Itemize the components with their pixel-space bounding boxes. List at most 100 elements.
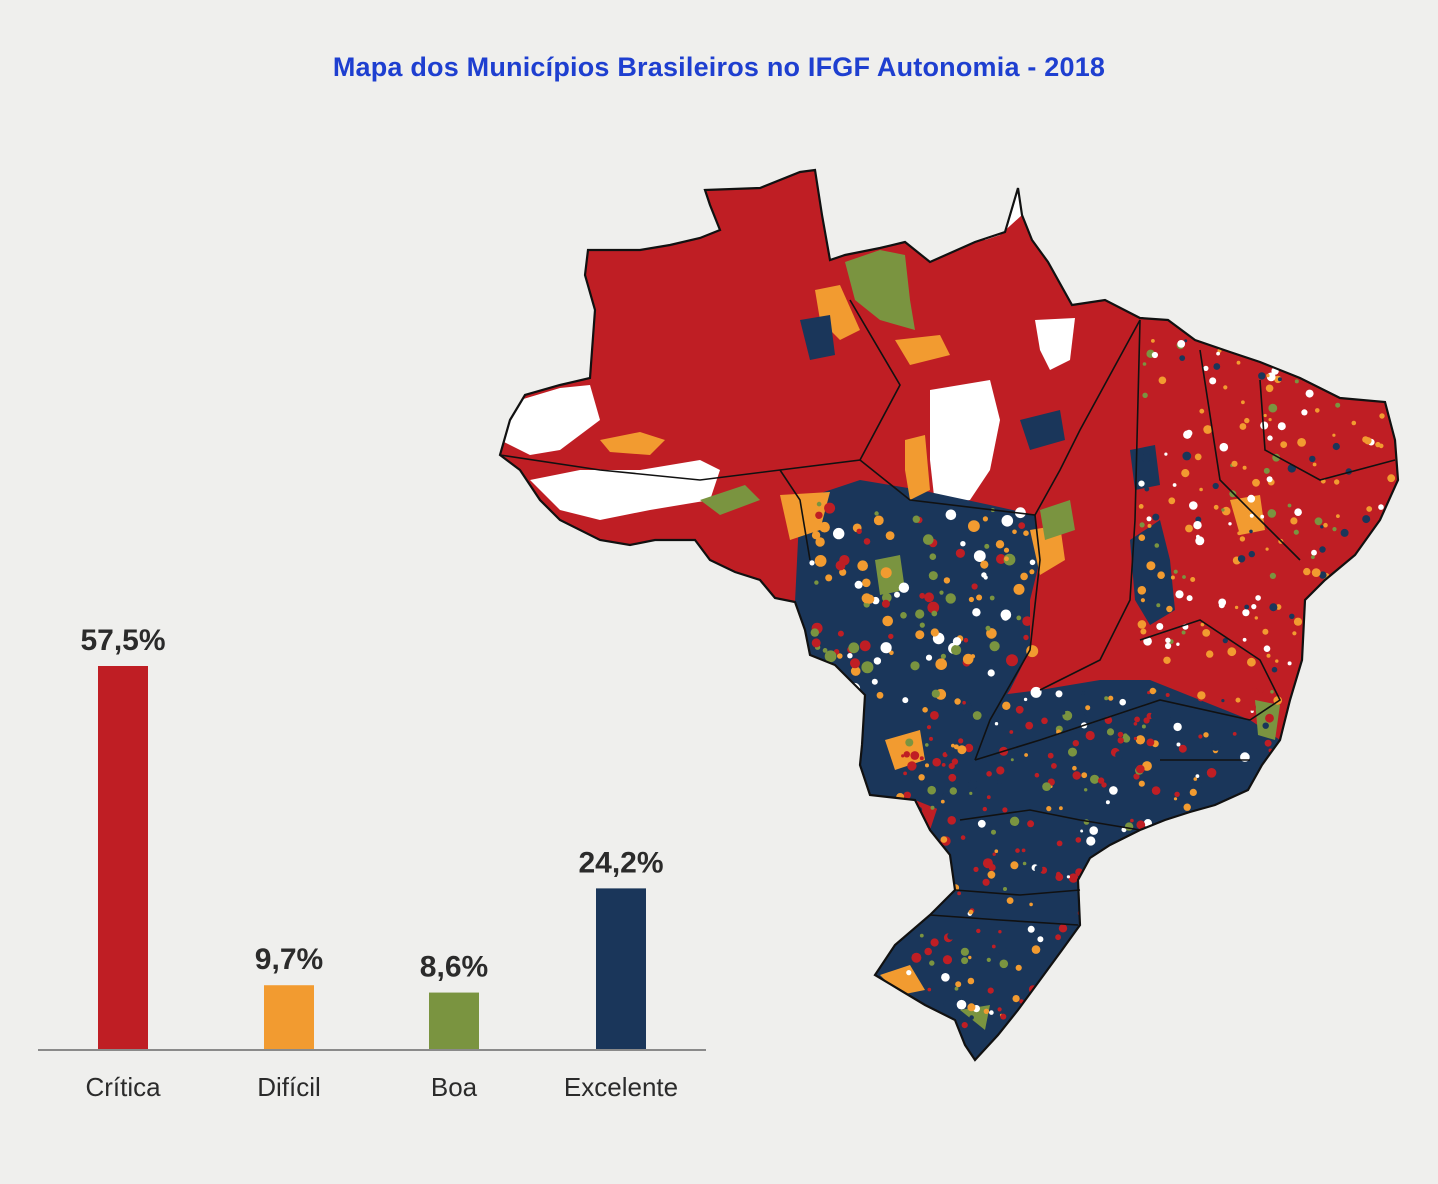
municipality-dot [1133,736,1137,741]
municipality-dot [1170,904,1175,910]
municipality-dot [1142,1007,1147,1012]
municipality-dot [1267,785,1272,789]
municipality-dot [1320,525,1324,529]
municipality-dot [989,595,995,601]
municipality-dot [1037,936,1044,943]
municipality-dot [1186,595,1193,602]
municipality-dot [811,638,821,648]
municipality-dot [1232,732,1237,736]
bar-value-label: 9,7% [255,943,323,976]
municipality-dot [1174,791,1180,797]
municipality-dot [998,930,1002,934]
municipality-dot [1079,952,1085,959]
municipality-dot [1268,403,1278,413]
municipality-dot [962,700,966,705]
municipality-dot [1165,637,1171,643]
municipality-dot [977,819,986,828]
municipality-dot [1151,351,1158,359]
municipality-dot [889,650,894,656]
municipality-dot [942,955,953,965]
municipality-dot [1143,637,1152,646]
municipality-dot [1268,1022,1274,1027]
municipality-dot [982,858,993,869]
municipality-dot [1309,455,1316,463]
municipality-dot [1247,822,1256,832]
municipality-dot [1243,944,1248,949]
municipality-dot [961,957,969,965]
municipality-dot [1262,894,1269,900]
municipality-dot [905,849,915,859]
municipality-dot [1269,798,1280,808]
municipality-dot [1271,666,1278,673]
municipality-dot [1068,873,1079,883]
municipality-dot [1002,701,1011,710]
municipality-dot [1084,878,1089,883]
municipality-dot [1263,467,1270,474]
municipality-dot [1123,733,1128,739]
municipality-dot [1157,571,1165,579]
municipality-dot [1239,423,1247,430]
map-nodata-area [530,460,720,520]
municipality-dot [1375,441,1381,448]
municipality-dot [1069,903,1078,912]
municipality-dot [912,515,920,523]
municipality-dot [1168,836,1174,841]
municipality-dot [1211,952,1215,957]
municipality-dot [1015,705,1024,714]
municipality-dot [1150,712,1159,720]
municipality-dot [1340,652,1349,661]
municipality-dot [1080,829,1084,833]
municipality-dot [1109,786,1118,795]
municipality-dot [1152,513,1160,521]
municipality-dot [1351,612,1360,620]
municipality-dot [940,653,947,660]
municipality-dot [1134,716,1140,723]
municipality-dot [1269,572,1276,580]
municipality-dot [1106,728,1115,736]
municipality-dot [833,527,845,540]
municipality-dot [1332,345,1338,352]
border-line [1199,349,1301,561]
municipality-dot [932,757,941,767]
municipality-dot [1251,687,1258,694]
municipality-dot [1311,555,1315,559]
municipality-dot [922,808,927,814]
municipality-dot [1198,734,1203,739]
municipality-dot [1026,645,1039,658]
municipality-dot [930,628,939,637]
municipality-dot [1262,925,1267,931]
municipality-dot [982,806,987,812]
municipality-dot [1226,828,1233,834]
municipality-dot [1204,811,1209,817]
municipality-dot [1193,521,1202,530]
municipality-dot [926,725,932,730]
municipality-dot [1108,695,1114,701]
municipality-dot [1202,927,1210,935]
municipality-dot [809,560,815,566]
municipality-dot [1264,739,1272,747]
municipality-dot [1267,800,1272,804]
municipality-dot [906,970,912,976]
municipality-dot [1362,515,1371,524]
municipality-dot [1075,837,1082,843]
municipality-dot [824,502,836,514]
map-region-dificil [880,965,925,995]
municipality-dot [931,610,938,617]
municipality-dot [1139,910,1145,915]
municipality-dot [1190,577,1196,582]
municipality-dot [1089,826,1098,835]
municipality-dot [1225,881,1231,887]
municipality-dot [1012,529,1017,535]
municipality-dot [931,1012,941,1022]
municipality-dot [1249,513,1254,518]
municipality-dot [1146,738,1155,747]
municipality-dot [1252,478,1260,487]
municipality-dot [1196,534,1200,539]
municipality-dot [981,572,987,578]
municipality-dot [1315,408,1320,413]
municipality-dot [897,1019,906,1027]
municipality-dot [1173,797,1178,801]
municipality-dot [1197,691,1206,700]
municipality-dot [882,615,893,627]
municipality-dot [1260,797,1266,804]
